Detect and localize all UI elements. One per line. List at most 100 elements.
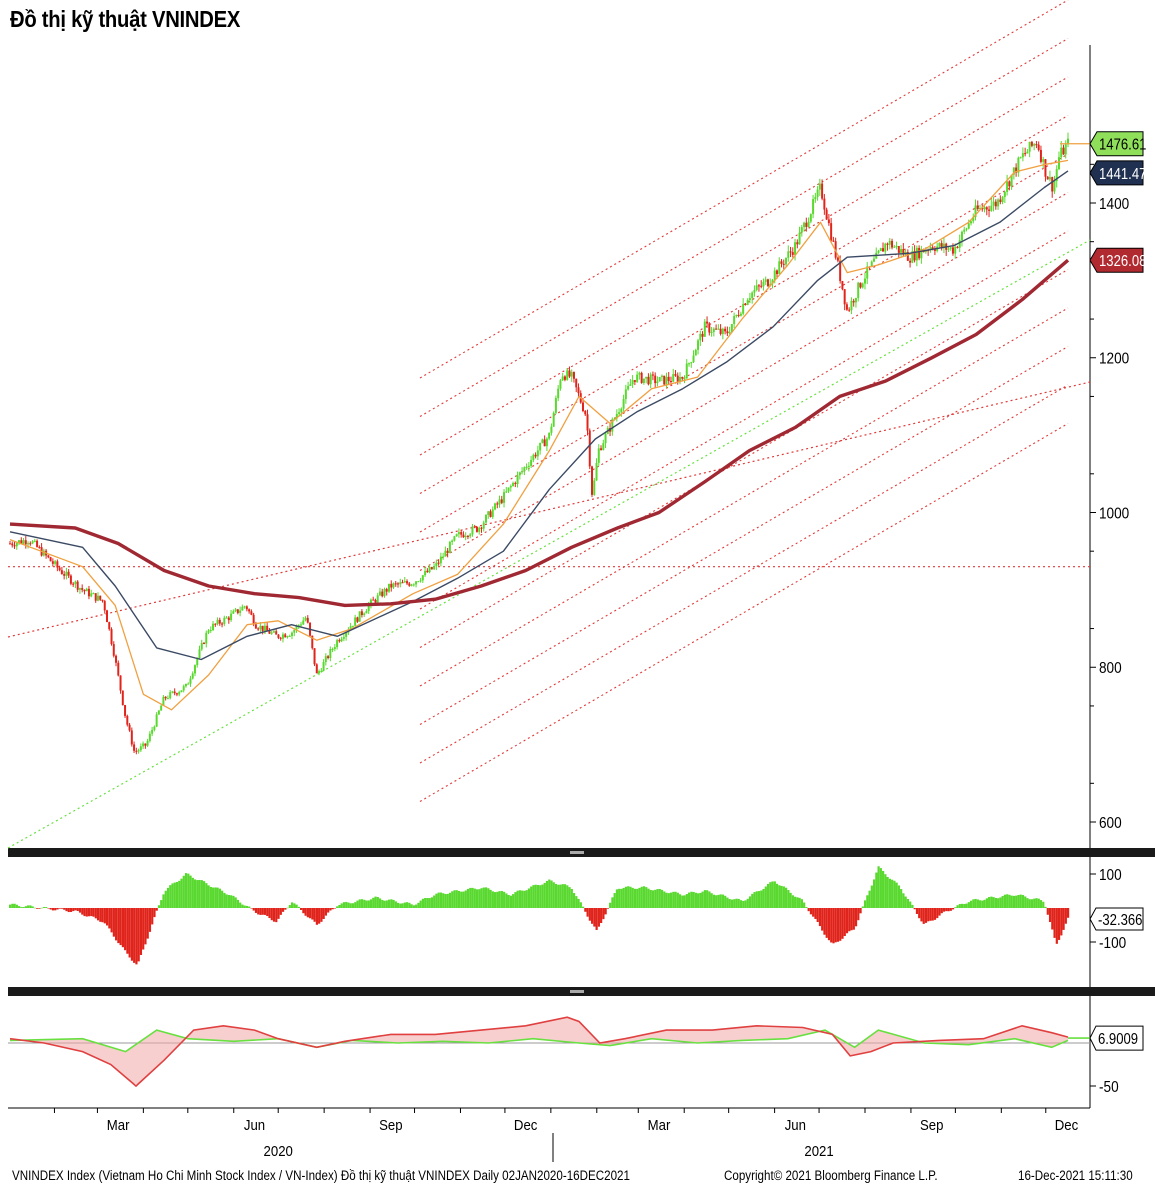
up-candle	[717, 328, 720, 330]
up-candle	[139, 746, 142, 751]
histogram-bar-positive	[496, 891, 499, 908]
up-candle	[200, 642, 203, 650]
up-candle	[974, 205, 977, 218]
histogram-bar-negative	[272, 908, 276, 922]
down-candle	[24, 540, 27, 545]
channel-line	[419, 269, 1069, 648]
histogram-bar-positive	[979, 900, 982, 908]
histogram-bar-positive	[218, 888, 221, 908]
histogram-bar-positive	[550, 880, 553, 908]
histogram-bar-positive	[212, 887, 215, 908]
up-candle	[683, 378, 686, 380]
histogram-bar-negative	[151, 908, 154, 925]
up-candle	[329, 649, 332, 658]
histogram-bar-negative	[90, 908, 93, 917]
down-candle	[406, 581, 409, 584]
histogram-bar-negative	[72, 908, 75, 912]
histogram-bar-positive	[737, 898, 740, 908]
up-candle	[331, 649, 334, 651]
histogram-bar-positive	[724, 895, 727, 908]
price-axis-ticks: 600 800 1000 1200 1400	[1090, 163, 1129, 832]
histogram-bar-positive	[494, 892, 497, 908]
down-candle	[701, 333, 704, 337]
down-candle	[173, 691, 176, 694]
down-candle	[338, 640, 341, 642]
histogram-bar-positive	[548, 879, 551, 908]
channel-line	[419, 230, 1069, 610]
up-candle	[566, 370, 569, 380]
histogram-bar-positive	[457, 890, 461, 908]
down-candle	[437, 562, 440, 564]
down-candle	[757, 285, 760, 287]
histogram-bar-negative	[284, 908, 287, 910]
up-candle	[369, 599, 372, 605]
up-candle	[954, 246, 957, 254]
down-candle	[906, 252, 909, 261]
up-candle	[857, 282, 860, 299]
histogram-bar-positive	[18, 906, 21, 908]
histogram-bar-positive	[523, 890, 526, 908]
histogram-bar-positive	[160, 900, 163, 908]
histogram-bar-positive	[697, 893, 700, 908]
oscillator-shading	[10, 1017, 1068, 1085]
up-candle	[1012, 167, 1015, 175]
histogram-bar-positive	[340, 903, 343, 908]
histogram-bar-positive	[1015, 895, 1018, 908]
histogram-bar-negative	[94, 908, 97, 919]
oscillator-line	[9, 1016, 1069, 1088]
down-candle	[277, 634, 280, 638]
histogram-bar-positive	[579, 902, 582, 908]
histogram-bar-positive	[620, 888, 623, 908]
histogram-bar-positive	[336, 906, 339, 908]
histogram-bar-positive	[426, 898, 429, 908]
down-candle	[563, 376, 566, 380]
oscillator-last-label: 6.9009	[1098, 1031, 1138, 1048]
down-candle	[931, 247, 934, 250]
histogram-bar-positive	[509, 895, 513, 908]
up-candle	[471, 526, 474, 535]
up-candle	[947, 248, 950, 250]
up-candle	[1048, 177, 1051, 180]
price-tick-label: 800	[1099, 660, 1122, 677]
histogram-bar-positive	[572, 893, 576, 908]
histogram-bar-positive	[24, 906, 27, 908]
histogram-bar-positive	[744, 900, 747, 908]
histogram-bar-negative	[254, 908, 258, 913]
up-candle	[166, 698, 169, 700]
histogram-bar-positive	[775, 883, 779, 908]
histogram-bar-negative	[49, 908, 52, 910]
up-candle	[798, 232, 801, 245]
histogram-bar-positive	[751, 893, 754, 908]
histogram-bar-positive	[349, 903, 352, 908]
down-candle	[832, 240, 835, 242]
histogram-bar-negative	[300, 908, 303, 910]
up-candle	[31, 541, 34, 544]
down-candle	[667, 376, 670, 382]
up-candle	[570, 372, 573, 377]
price-candles	[9, 132, 1069, 755]
footer-timestamp: 16-Dec-2021 15:11:30	[1018, 1168, 1133, 1183]
histogram-bar-positive	[988, 897, 991, 908]
up-candle	[448, 542, 451, 554]
histogram-bar-negative	[320, 908, 323, 922]
down-candle	[128, 724, 131, 731]
histogram-bar-negative	[949, 908, 952, 911]
histogram-bar-positive	[209, 886, 212, 908]
histogram-bar-negative	[155, 908, 158, 911]
histogram-bar-positive	[868, 890, 871, 908]
up-candle	[33, 540, 36, 542]
histogram-bar-negative	[825, 908, 828, 938]
histogram-bar-positive	[609, 902, 612, 908]
up-candle	[785, 257, 788, 265]
down-candle	[221, 623, 224, 625]
down-candle	[891, 240, 894, 248]
histogram-bar-positive	[1033, 898, 1036, 908]
down-candle	[834, 241, 837, 258]
down-candle	[1030, 141, 1033, 146]
histogram-bar-positive	[451, 891, 454, 908]
up-candle	[516, 475, 519, 484]
up-candle	[509, 486, 512, 488]
up-candle	[367, 604, 370, 612]
histogram-bar-positive	[886, 876, 889, 908]
